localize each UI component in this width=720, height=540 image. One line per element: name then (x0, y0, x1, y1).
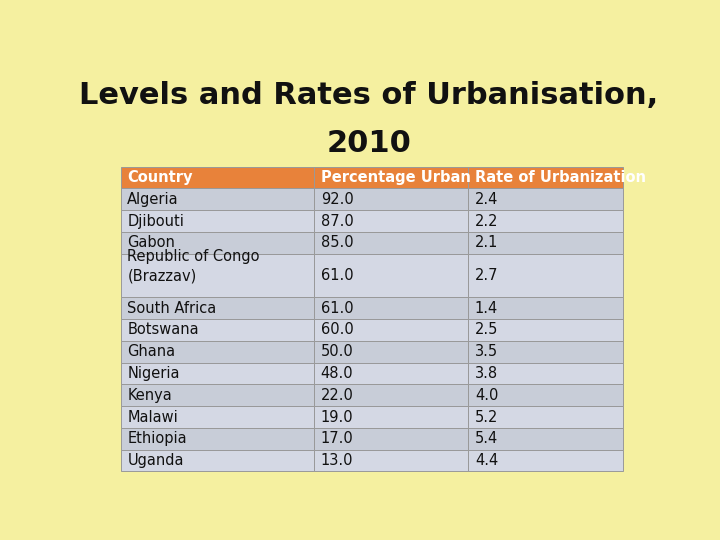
Text: Country: Country (127, 170, 193, 185)
Text: 48.0: 48.0 (320, 366, 354, 381)
Bar (121, 384, 314, 406)
Text: Botswana: Botswana (127, 322, 199, 338)
Bar (468, 428, 623, 450)
Text: Ghana: Ghana (127, 344, 176, 359)
Text: Rate of Urbanization: Rate of Urbanization (475, 170, 646, 185)
Bar (314, 450, 468, 471)
Bar (314, 428, 468, 450)
Bar (468, 341, 623, 362)
Bar (121, 298, 314, 319)
Bar (314, 167, 468, 188)
Bar (468, 210, 623, 232)
Bar (121, 450, 314, 471)
Text: Percentage Urban: Percentage Urban (320, 170, 471, 185)
Text: Uganda: Uganda (127, 453, 184, 468)
Text: 61.0: 61.0 (320, 268, 354, 283)
Text: 5.4: 5.4 (475, 431, 498, 446)
Bar (468, 188, 623, 210)
Text: Nigeria: Nigeria (127, 366, 180, 381)
Text: Ethiopia: Ethiopia (127, 431, 187, 446)
Bar (468, 450, 623, 471)
Bar (121, 167, 314, 188)
Text: 5.2: 5.2 (475, 409, 498, 424)
Text: 2.7: 2.7 (475, 268, 498, 283)
Text: Gabon: Gabon (127, 235, 175, 251)
Bar (121, 210, 314, 232)
Text: Kenya: Kenya (127, 388, 172, 403)
Bar (468, 384, 623, 406)
Bar (314, 298, 468, 319)
Bar (314, 232, 468, 254)
Text: South Africa: South Africa (127, 301, 217, 316)
Bar (121, 406, 314, 428)
Bar (121, 319, 314, 341)
Text: 61.0: 61.0 (320, 301, 354, 316)
Bar (468, 167, 623, 188)
Bar (121, 254, 314, 298)
Text: 17.0: 17.0 (320, 431, 354, 446)
Text: 3.8: 3.8 (475, 366, 498, 381)
Text: 60.0: 60.0 (320, 322, 354, 338)
Text: Algeria: Algeria (127, 192, 179, 207)
Text: Djibouti: Djibouti (127, 214, 184, 228)
Bar (314, 210, 468, 232)
Bar (314, 319, 468, 341)
Text: 3.5: 3.5 (475, 344, 498, 359)
Bar (468, 254, 623, 298)
Text: 1.4: 1.4 (475, 301, 498, 316)
Text: 22.0: 22.0 (320, 388, 354, 403)
Bar (314, 406, 468, 428)
Text: 2.5: 2.5 (475, 322, 498, 338)
Bar (468, 298, 623, 319)
Bar (468, 406, 623, 428)
Text: Levels and Rates of Urbanisation,
2010: Levels and Rates of Urbanisation, 2010 (79, 82, 659, 158)
Text: 4.0: 4.0 (475, 388, 498, 403)
Bar (121, 341, 314, 362)
Bar (468, 232, 623, 254)
Text: 85.0: 85.0 (320, 235, 354, 251)
Text: 2.4: 2.4 (475, 192, 498, 207)
Text: 50.0: 50.0 (320, 344, 354, 359)
Bar (121, 362, 314, 384)
Text: 4.4: 4.4 (475, 453, 498, 468)
Bar (314, 362, 468, 384)
Bar (314, 341, 468, 362)
Text: Republic of Congo
(Brazzav): Republic of Congo (Brazzav) (127, 248, 260, 284)
Bar (121, 188, 314, 210)
Bar (468, 319, 623, 341)
Bar (121, 232, 314, 254)
Bar (468, 362, 623, 384)
Text: 2.2: 2.2 (475, 214, 498, 228)
Text: 2.1: 2.1 (475, 235, 498, 251)
Bar (314, 188, 468, 210)
Text: 87.0: 87.0 (320, 214, 354, 228)
Text: Malawi: Malawi (127, 409, 178, 424)
Bar (314, 254, 468, 298)
Text: 19.0: 19.0 (320, 409, 354, 424)
Text: 13.0: 13.0 (320, 453, 354, 468)
Bar (314, 384, 468, 406)
Bar (121, 428, 314, 450)
Text: 92.0: 92.0 (320, 192, 354, 207)
